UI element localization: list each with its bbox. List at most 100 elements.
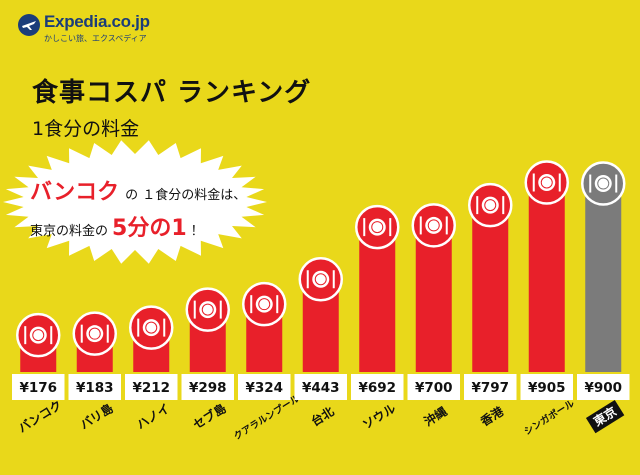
bar-3: ¥298 セブ島: [181, 287, 234, 432]
bar-2: ¥212 ハノイ: [125, 305, 178, 432]
callout-line-1-text: の １食分の料金は、: [125, 188, 247, 203]
fork-icon: [419, 216, 422, 235]
airplane-icon: [18, 14, 40, 36]
plate-icon: [425, 216, 443, 234]
fork-icon: [193, 300, 196, 319]
plate-icon: [368, 218, 386, 236]
category-label: バンコク: [16, 398, 65, 436]
brand-name: Expedia.co.jp: [44, 12, 150, 31]
plate-icon: [255, 295, 273, 313]
plate-icon: [29, 326, 47, 344]
knife-icon: [50, 326, 53, 345]
callout-line-2-suffix: ！: [190, 224, 204, 239]
plate-rim: [88, 327, 101, 340]
bar-body: [528, 182, 565, 372]
bar-body: [359, 227, 396, 372]
fork-icon: [589, 174, 592, 193]
knife-icon: [389, 218, 392, 237]
price-label: ¥324: [245, 380, 283, 396]
category-label: シンガポール: [522, 397, 577, 438]
plate-icon: [312, 270, 330, 288]
chart-title: 食事コスパ ランキング: [32, 78, 312, 108]
callout-line-2: 東京の料金の 5分の1！: [30, 210, 204, 242]
chart-subtitle: 1食分の料金: [32, 118, 140, 140]
fork-icon: [476, 196, 479, 215]
category-label: セブ島: [190, 400, 228, 432]
price-plate: [12, 374, 65, 400]
fork-icon: [250, 295, 253, 314]
knife-icon: [558, 173, 561, 192]
callout-line-1: バンコクの １食分の料金は、: [30, 174, 246, 206]
price-label: ¥212: [132, 380, 170, 396]
price-plate: [577, 374, 630, 400]
plate-rim: [540, 176, 553, 189]
knife-icon: [332, 270, 335, 289]
fork-icon: [532, 173, 535, 192]
plate-icon: [86, 325, 104, 343]
plate-rim: [427, 219, 440, 232]
fork-icon: [80, 324, 83, 343]
callout-line-2-prefix: 東京の料金の: [30, 224, 109, 239]
plate-icon: [594, 175, 612, 193]
price-label: ¥700: [415, 380, 453, 396]
price-plate: [351, 374, 404, 400]
knife-icon: [615, 174, 618, 193]
reference-label-box: [585, 399, 625, 434]
bar-6: ¥692 ソウル: [351, 204, 404, 432]
plate-icon: [538, 173, 556, 191]
plate-rim: [597, 177, 610, 190]
fork-icon: [306, 270, 309, 289]
plate-rim: [201, 303, 214, 316]
knife-icon: [276, 295, 279, 314]
bar-body: [585, 183, 622, 372]
knife-icon: [163, 318, 166, 337]
price-plate: [520, 374, 573, 400]
category-label: 沖縄: [421, 403, 449, 428]
plate-icon: [481, 196, 499, 214]
bar-5: ¥443 台北: [294, 256, 347, 429]
plate-icon: [199, 301, 217, 319]
price-label: ¥443: [302, 380, 340, 396]
price-plate: [125, 374, 178, 400]
plate-rim: [371, 221, 384, 234]
price-label: ¥298: [189, 380, 227, 396]
bar-0: ¥176 バンコク: [12, 312, 65, 436]
fork-icon: [363, 218, 366, 237]
knife-icon: [219, 300, 222, 319]
price-label: ¥900: [584, 380, 622, 396]
price-plate: [464, 374, 517, 400]
fork-icon: [24, 326, 27, 345]
knife-icon: [445, 216, 448, 235]
price-label: ¥183: [76, 380, 114, 396]
bar-body: [415, 225, 452, 372]
plate-rim: [145, 321, 158, 334]
price-label: ¥905: [528, 380, 566, 396]
price-plate: [68, 374, 121, 400]
price-plate: [294, 374, 347, 400]
brand-tagline: かしこい旅、エクスペディア: [44, 34, 147, 43]
bar-body: [472, 205, 509, 372]
knife-icon: [106, 324, 109, 343]
knife-icon: [502, 196, 505, 215]
price-plate: [407, 374, 460, 400]
category-label: 香港: [477, 403, 507, 429]
plate-icon: [142, 319, 160, 337]
price-plate: [181, 374, 234, 400]
plate-rim: [258, 298, 271, 311]
bar-8: ¥797 香港: [464, 182, 517, 429]
plate-rim: [32, 329, 45, 342]
callout-ratio: 5分の1: [112, 216, 187, 241]
bar-7: ¥700 沖縄: [407, 203, 460, 429]
plate-rim: [484, 199, 497, 212]
bar-1: ¥183 バリ島: [68, 311, 121, 432]
price-label: ¥797: [471, 380, 509, 396]
price-label: ¥692: [358, 380, 396, 396]
fork-icon: [137, 318, 140, 337]
price-label: ¥176: [19, 380, 57, 396]
